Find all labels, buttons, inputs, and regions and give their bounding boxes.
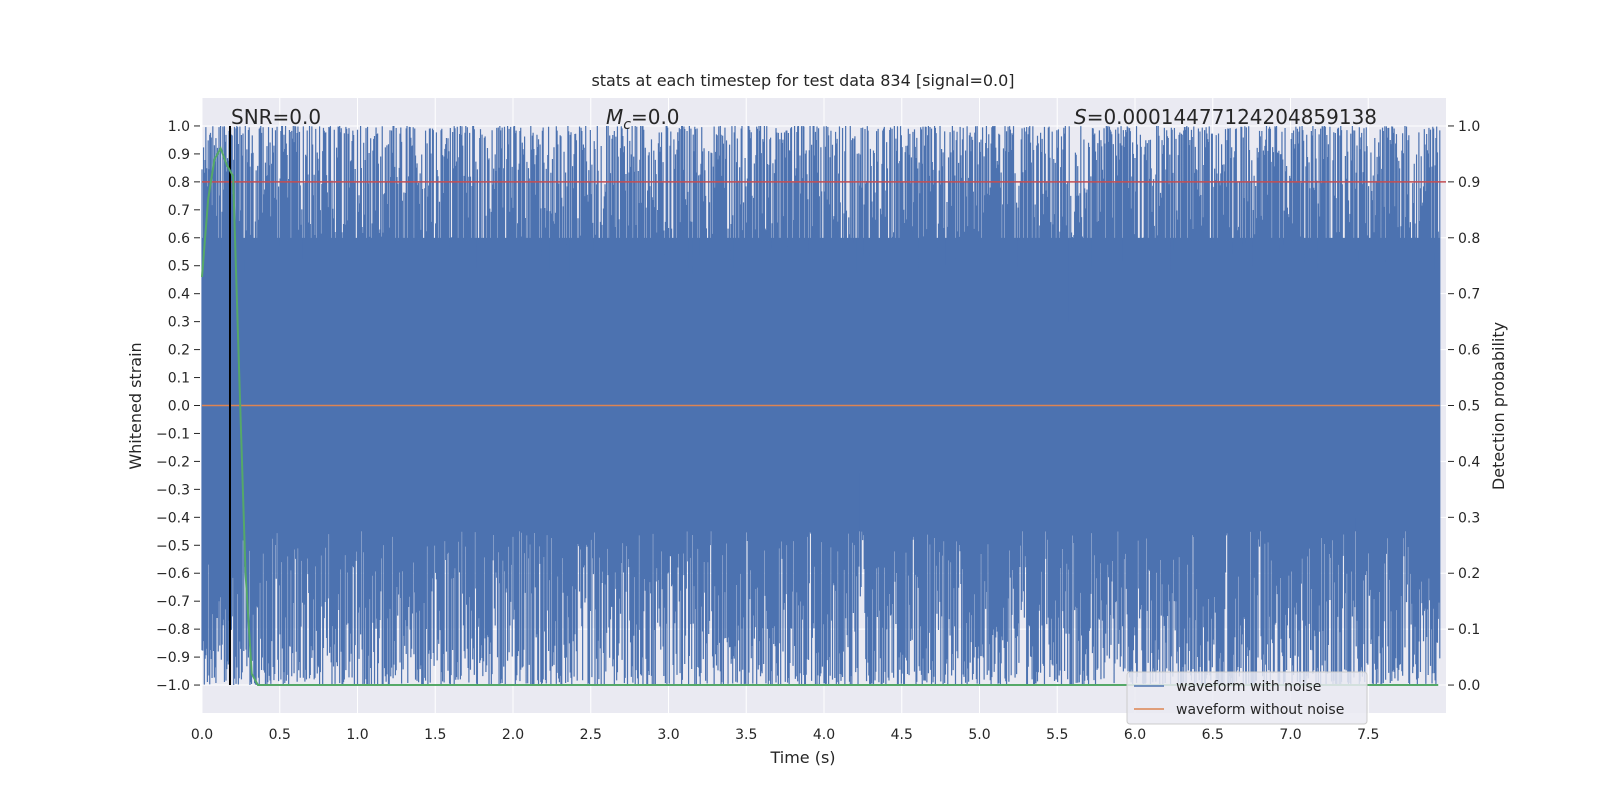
y-right-tick-label: 0.1 [1458,622,1480,638]
x-tick-label: 2.0 [502,727,524,743]
y-left-tick-label: 0.2 [168,343,190,359]
y-left-tick-label: −0.6 [156,566,190,582]
y-left-tick-label: −0.8 [156,622,190,638]
y-left-tick-label: −0.4 [156,510,190,526]
y-left-tick-label: −0.1 [156,426,190,442]
y-left-tick-label: −0.5 [156,538,190,554]
chirp-mass-symbol: M [606,105,623,129]
s-symbol: S [1074,105,1087,129]
y-axis-left-label: Whitened strain [126,342,145,469]
y-left-tick-label: 0.8 [168,175,190,191]
y-axis-right-label: Detection probability [1489,322,1508,490]
y-right-tick-label: 0.6 [1458,343,1480,359]
chirp-mass-subscript: c [623,117,631,133]
y-right-tick-label: 0.7 [1458,287,1480,303]
x-tick-label: 5.0 [968,727,990,743]
y-left-tick-label: −0.9 [156,650,190,666]
x-tick-label: 4.5 [891,727,913,743]
chirp-mass-annotation: Mc=0.0 [606,105,680,133]
x-tick-label: 0.5 [269,727,291,743]
y-left-tick-label: −0.7 [156,594,190,610]
y-left-tick-label: 0.4 [168,287,190,303]
s-value: =0.00014477124204859138 [1087,105,1377,129]
x-tick-label: 2.5 [580,727,602,743]
y-left-tick-label: −1.0 [156,678,190,694]
y-right-tick-label: 0.9 [1458,175,1480,191]
y-right-tick-label: 0.4 [1458,454,1480,470]
waveform-with-noise-line [201,125,1441,686]
legend: waveform with noise waveform without noi… [1126,671,1368,725]
y-left-tick-label: 0.3 [168,315,190,331]
x-tick-label: 4.0 [813,727,835,743]
y-left-tick-label: 0.7 [168,203,190,219]
x-tick-label: 0.0 [191,727,213,743]
x-tick-label: 7.5 [1357,727,1379,743]
y-left-tick-label: −0.2 [156,454,190,470]
y-left-tick-label: −0.3 [156,482,190,498]
chart-title: stats at each timestep for test data 834… [591,71,1014,90]
x-tick-label: 1.5 [424,727,446,743]
legend-box [1126,671,1368,725]
x-axis-label: Time (s) [769,748,835,767]
y-left-tick-label: 0.9 [168,147,190,163]
s-annotation: S=0.00014477124204859138 [1074,105,1377,129]
legend-label-clean: waveform without noise [1176,702,1344,718]
y-left-tick-label: 0.0 [168,399,190,415]
x-tick-label: 6.5 [1202,727,1224,743]
y-right-tick-label: 0.8 [1458,231,1480,247]
x-tick-label: 5.5 [1046,727,1068,743]
x-tick-label: 3.0 [657,727,679,743]
y-right-tick-label: 1.0 [1458,119,1480,135]
x-tick-label: 3.5 [735,727,757,743]
x-tick-label: 1.0 [346,727,368,743]
detection-probability-line [201,145,1439,687]
chirp-mass-value: =0.0 [631,105,680,129]
y-right-tick-label: 0.0 [1458,678,1480,694]
legend-label-noise: waveform with noise [1176,679,1321,695]
y-left-tick-label: 0.5 [168,259,190,275]
y-left-tick-label: 0.1 [168,371,190,387]
x-tick-label: 7.0 [1279,727,1301,743]
y-right-tick-label: 0.5 [1458,399,1480,415]
x-tick-label: 6.0 [1124,727,1146,743]
y-right-tick-label: 0.2 [1458,566,1480,582]
y-left-tick-label: 1.0 [168,119,190,135]
y-left-tick-label: 0.6 [168,231,190,247]
y-right-tick-label: 0.3 [1458,510,1480,526]
snr-annotation: SNR=0.0 [231,105,321,129]
